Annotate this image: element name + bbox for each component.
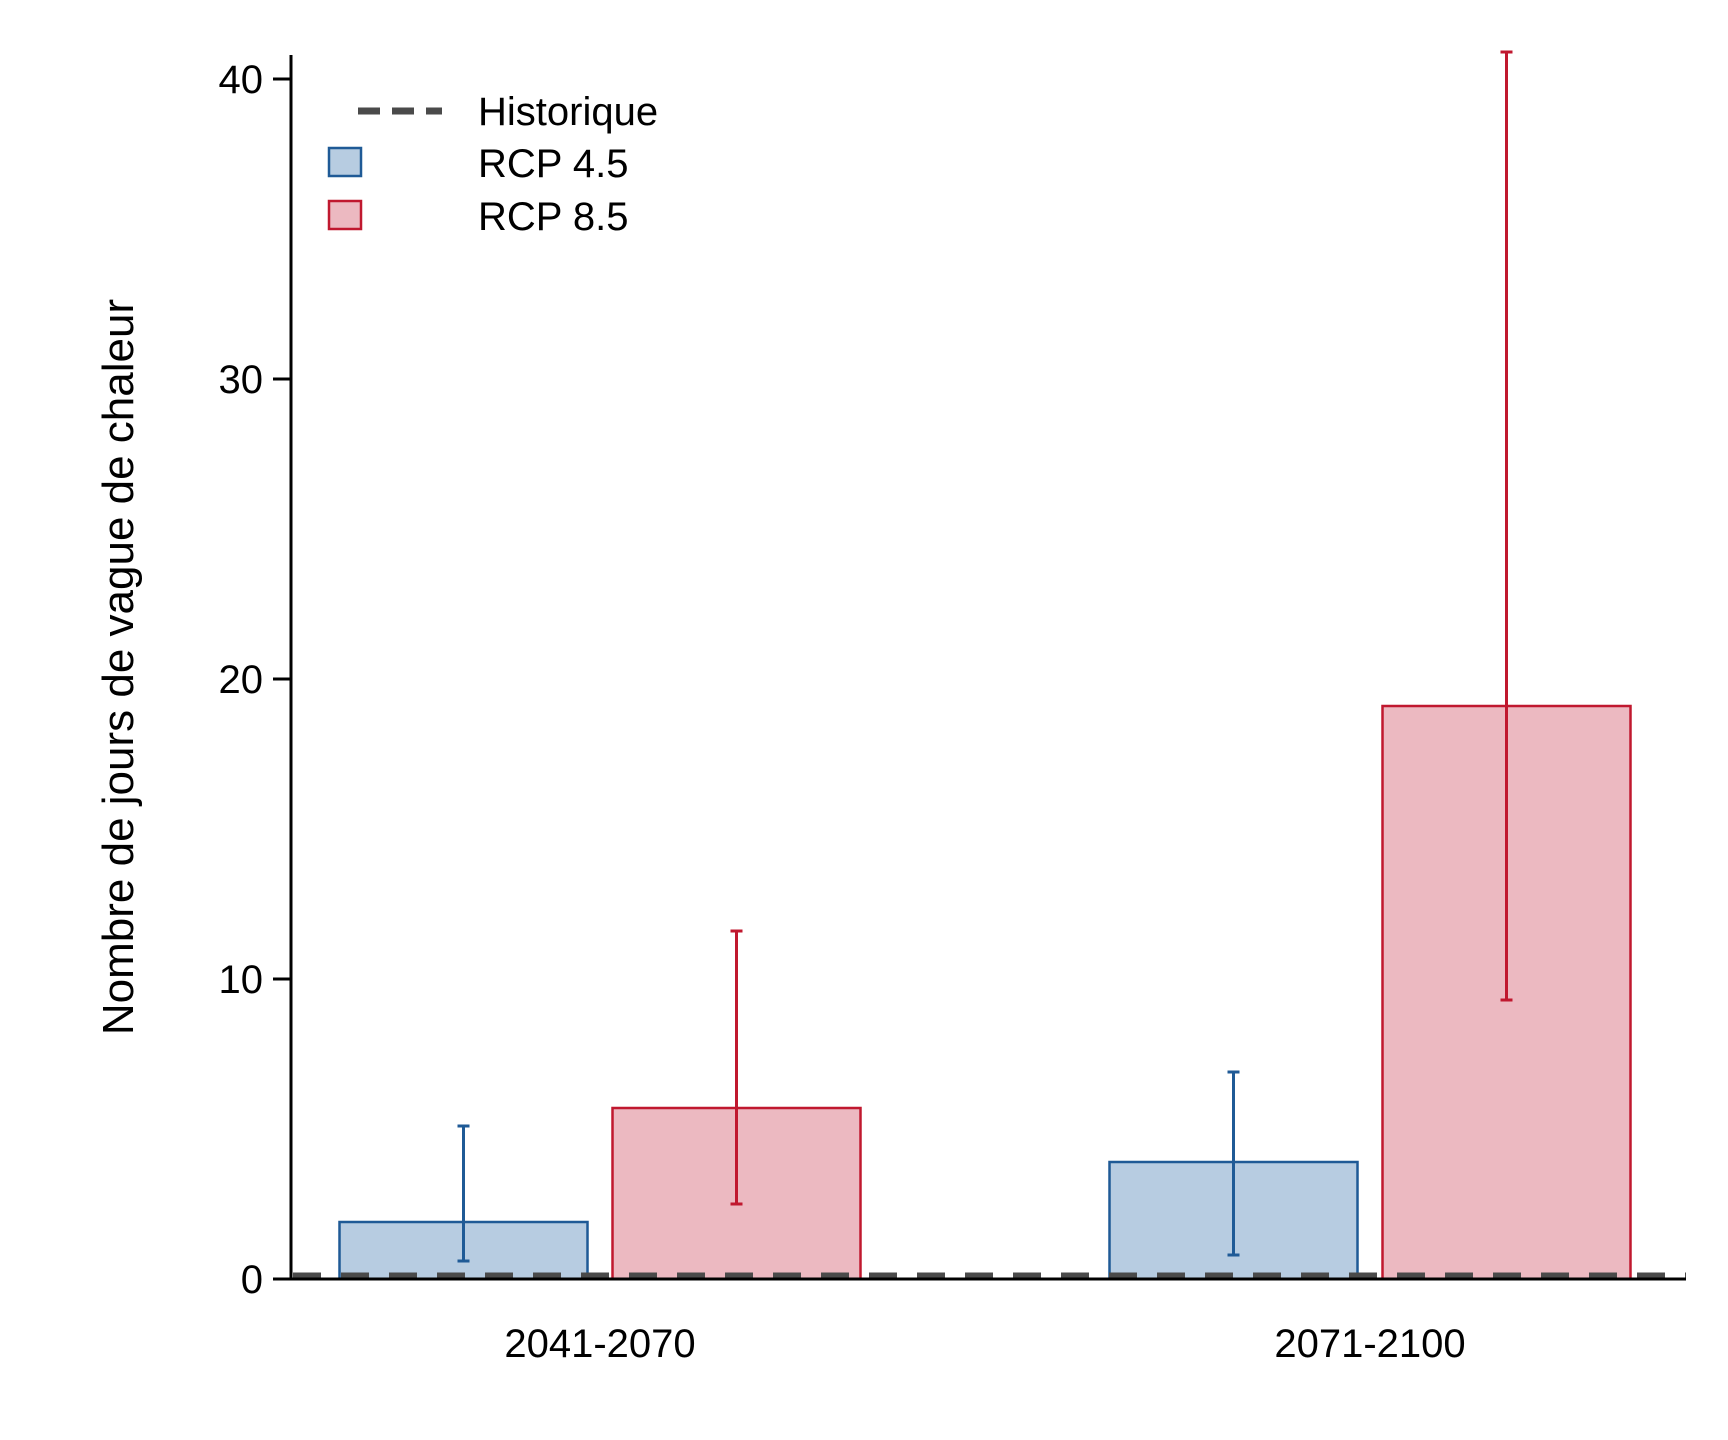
error-bar-rcp45-2041-2070 [457,1124,470,1263]
y-tick-label: 10 [219,958,264,1002]
legend-item-historique: Historique [358,90,658,134]
legend-swatch-rcp45 [327,146,363,178]
y-axis-title: Nombre de jours de vague de chaleur [94,299,143,1035]
legend-label-rcp45: RCP 4.5 [478,142,628,186]
axes [289,55,1686,1281]
error-bar-rcp85-2071-2100 [1500,50,1513,1002]
legend: Historique RCP 4.5 RCP 8.5 [327,90,658,239]
legend-item-rcp45: RCP 4.5 [327,142,628,186]
legend-swatch-rcp85 [327,199,363,231]
plot-area [293,50,1686,1281]
y-axis-ticks: 0 10 20 30 40 [219,58,291,1302]
x-axis-labels: 2041-2070 2071-2100 [504,1322,1465,1366]
legend-label-rcp85: RCP 8.5 [478,195,628,239]
y-tick-label: 30 [219,358,264,402]
legend-item-rcp85: RCP 8.5 [327,195,628,239]
x-category-label: 2041-2070 [504,1322,695,1366]
legend-label-historique: Historique [478,90,658,134]
y-tick-label: 0 [241,1258,263,1302]
x-category-label: 2071-2100 [1274,1322,1465,1366]
y-tick-label: 20 [219,658,264,702]
error-bar-rcp45-2071-2100 [1227,1070,1240,1257]
error-bar-rcp85-2041-2070 [730,929,743,1206]
y-tick-label: 40 [219,58,264,102]
